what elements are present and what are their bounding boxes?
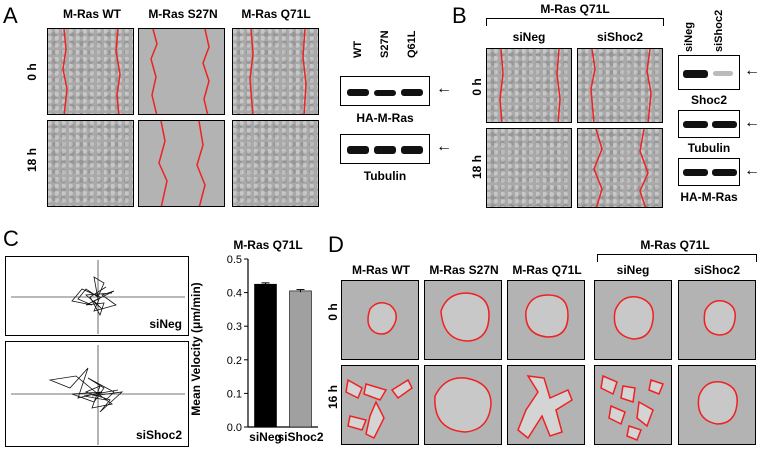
panel-b-blot-shoc2 xyxy=(678,55,740,90)
panel-b-group-title: M-Ras Q71L xyxy=(540,2,610,16)
panel-d-micrograph-sineg-0h xyxy=(594,280,672,360)
panel-b-blot-label-tubulin: Tubulin xyxy=(687,141,731,155)
panel-c-bar-chart: M-Ras Q71L Mean Velocity (μm/min) 0.0 0.1… xyxy=(190,238,324,444)
panel-a-col-s27n: M-Ras S27N xyxy=(148,7,218,21)
panel-a-lane-wt: WT xyxy=(352,40,364,58)
panel-a-micrograph-wt-0h xyxy=(47,28,134,115)
panel-d-col-s27n: M-Ras S27N xyxy=(429,263,499,277)
panel-a-arrow-2: ← xyxy=(436,138,452,155)
panel-a-micrograph-q71l-18h xyxy=(232,120,319,207)
chart-x-tick-label: siShoc2 xyxy=(277,430,323,444)
panel-d-micrograph-sishoc2-0h xyxy=(678,280,756,360)
panel-b-lane-sishoc2: siShoc2 xyxy=(713,9,725,52)
panel-b-arrow-2: ← xyxy=(744,114,760,131)
panel-a-blot-ha-m-ras xyxy=(340,76,430,106)
panel-d-micrograph-q71l-0h xyxy=(507,280,585,360)
panel-label-a: A xyxy=(3,3,18,28)
panel-b-arrow-1: ← xyxy=(744,62,760,79)
chart-y-tick-label: 0.4 xyxy=(227,288,242,300)
panel-a-micrograph-q71l-0h xyxy=(232,28,319,115)
panel-b-arrow-3: ← xyxy=(744,162,760,179)
panel-b-bracket xyxy=(486,18,664,26)
panel-b-row-0h: 0 h xyxy=(470,78,484,96)
panel-d-col-sineg: siNeg xyxy=(616,263,650,277)
panel-b-blot-ha-m-ras xyxy=(678,158,740,186)
chart-y-tick-label: 0.3 xyxy=(227,321,242,333)
panel-a-row-18h: 18 h xyxy=(25,148,39,173)
panel-a-blot-label-ha: HA-M-Ras xyxy=(356,111,414,125)
panel-d-group-title: M-Ras Q71L xyxy=(640,238,710,252)
panel-c-track-label-sineg: siNeg xyxy=(149,317,182,331)
panel-b-col-sishoc2: siShoc2 xyxy=(596,30,644,44)
panel-d-col-sishoc2: siShoc2 xyxy=(693,263,741,277)
panel-b-row-18h: 18 h xyxy=(470,155,484,180)
panel-label-d: D xyxy=(328,232,344,257)
panel-d-micrograph-wt-16h xyxy=(341,365,419,445)
panel-b-micrograph-sineg-18h xyxy=(486,128,572,208)
chart-y-axis-label: Mean Velocity (μm/min) xyxy=(190,282,203,415)
panel-a-col-q71l: M-Ras Q71L xyxy=(241,7,311,21)
panel-b-col-sineg: siNeg xyxy=(512,30,546,44)
panel-b-blot-label-shoc2: Shoc2 xyxy=(690,93,727,107)
panel-d-micrograph-s27n-0h xyxy=(424,280,502,360)
panel-d-row-16h: 16 h xyxy=(326,385,340,410)
panel-d-micrograph-sineg-16h xyxy=(594,365,672,445)
panel-a-blot-label-tubulin: Tubulin xyxy=(363,169,407,183)
panel-d-bracket xyxy=(597,254,757,262)
panel-a-micrograph-s27n-18h xyxy=(138,120,225,207)
panel-a-lane-q61l: Q61L xyxy=(406,30,418,58)
panel-b-micrograph-sishoc2-0h xyxy=(577,48,663,123)
panel-label-b: B xyxy=(452,3,467,28)
panel-a-micrograph-s27n-0h xyxy=(138,28,225,115)
panel-d-micrograph-wt-0h xyxy=(341,280,419,360)
panel-b-micrograph-sishoc2-18h xyxy=(577,128,663,208)
panel-a-col-wt: M-Ras WT xyxy=(63,7,121,21)
chart-bar xyxy=(254,283,277,428)
panel-b-blot-label-ha: HA-M-Ras xyxy=(680,190,738,204)
panel-b-lane-sineg: siNeg xyxy=(683,22,695,52)
panel-d-col-wt: M-Ras WT xyxy=(352,263,410,277)
chart-y-tick-label: 0.0 xyxy=(227,422,242,434)
panel-a-row-0h: 0 h xyxy=(25,63,39,81)
chart-y-tick-label: 0.5 xyxy=(227,254,242,266)
chart-y-tick-label: 0.2 xyxy=(227,355,242,367)
panel-a-blot-tubulin xyxy=(340,134,430,164)
panel-d-micrograph-q71l-16h xyxy=(507,365,585,445)
panel-a-micrograph-wt-18h xyxy=(47,120,134,207)
chart-x-tick-label: siNeg xyxy=(249,430,282,444)
panel-d-micrograph-s27n-16h xyxy=(424,365,502,445)
panel-label-c: C xyxy=(3,226,19,251)
panel-c-track-plot-sishoc2: siShoc2 xyxy=(5,341,189,447)
panel-a-arrow-1: ← xyxy=(436,80,452,97)
panel-d-micrograph-sishoc2-16h xyxy=(678,365,756,445)
panel-d-col-q71l: M-Ras Q71L xyxy=(512,263,582,277)
chart-bar xyxy=(289,290,312,428)
panel-d-row-0h: 0 h xyxy=(326,303,340,321)
chart-y-tick-label: 0.1 xyxy=(227,388,242,400)
panel-c-track-label-sishoc2: siShoc2 xyxy=(135,428,182,442)
panel-b-blot-tubulin xyxy=(678,110,740,138)
panel-c-track-plot-sineg: siNeg xyxy=(5,256,189,336)
panel-a-lane-s27n: S27N xyxy=(379,30,391,58)
chart-title: M-Ras Q71L xyxy=(233,238,302,252)
panel-b-micrograph-sineg-0h xyxy=(486,48,572,123)
